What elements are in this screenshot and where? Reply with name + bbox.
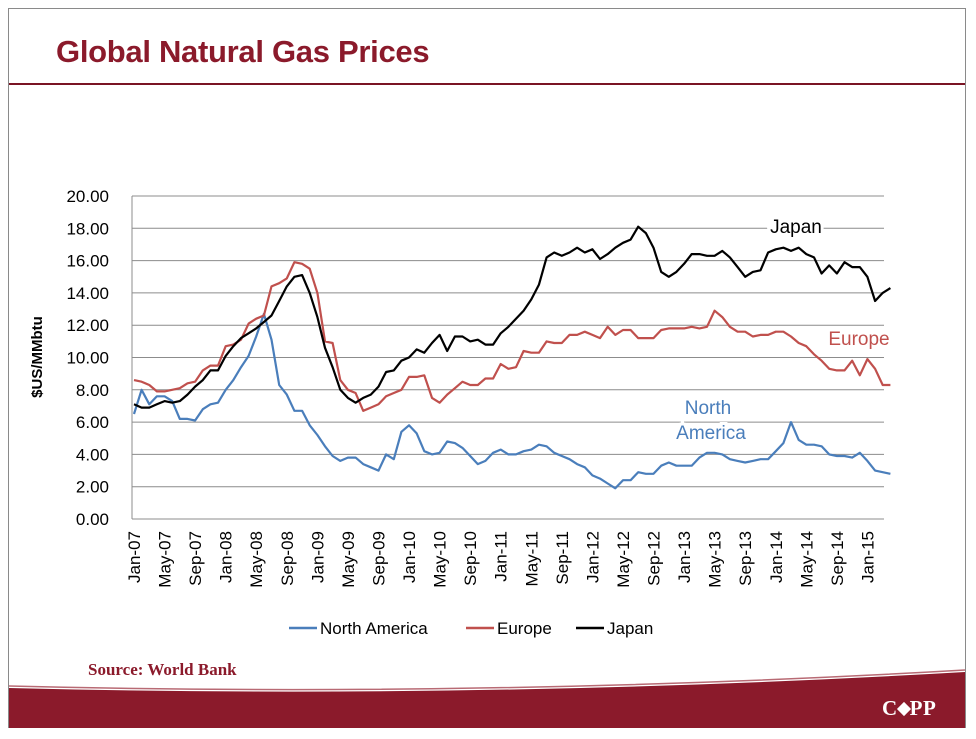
y-axis-ticks: 0.00 2.00 4.00 6.00 8.00 10.00 12.00 14.00 16.00… <box>66 187 109 529</box>
title-divider <box>9 83 965 85</box>
x-tick-label: Jan-12 <box>583 531 602 583</box>
x-tick-label: Jan-09 <box>308 531 327 583</box>
x-tick-label: May-11 <box>522 531 541 586</box>
y-tick-label: 2.00 <box>76 478 109 497</box>
series-annotations: Japan Europe North America <box>673 214 892 447</box>
x-tick-label: Sep-13 <box>736 531 755 586</box>
y-tick-label: 10.00 <box>66 349 109 368</box>
annotation-japan: Japan <box>767 214 825 241</box>
y-tick-label: 14.00 <box>66 284 109 303</box>
legend-label: Japan <box>607 619 653 638</box>
x-axis-ticks: Jan-07 May-07 Sep-07 Jan-08 May-08 Sep-08 Jan-… <box>125 531 877 588</box>
y-tick-label: 20.00 <box>66 187 109 206</box>
series-line-japan <box>133 225 891 409</box>
x-tick-label: Jan-15 <box>858 531 877 583</box>
series-lines <box>132 225 891 490</box>
x-tick-label: May-13 <box>706 531 725 588</box>
maple-leaf-icon <box>896 701 911 717</box>
annotation-north-america: North America <box>673 395 749 447</box>
x-tick-label: Jan-10 <box>400 531 419 583</box>
x-tick-label: May-07 <box>156 531 175 588</box>
annotation-text: Europe <box>828 329 889 350</box>
series-line-europe <box>133 261 891 412</box>
legend-item: Japan <box>576 619 653 638</box>
x-tick-label: Sep-10 <box>461 531 480 586</box>
grid-lines <box>131 195 884 520</box>
x-tick-label: Sep-08 <box>278 531 297 586</box>
legend: North America Europe Japan <box>289 619 653 638</box>
capp-logo: C PP <box>882 696 937 720</box>
x-tick-label: Sep-11 <box>553 531 572 585</box>
x-tick-label: May-08 <box>247 531 266 588</box>
x-tick-label: Sep-09 <box>369 531 388 586</box>
x-tick-label: May-10 <box>431 531 450 588</box>
y-tick-label: 16.00 <box>66 252 109 271</box>
y-tick-label: 6.00 <box>76 413 109 432</box>
legend-item: North America <box>289 619 428 638</box>
page-title: Global Natural Gas Prices <box>56 34 430 69</box>
x-tick-label: Jan-07 <box>125 531 144 583</box>
y-tick-label: 18.00 <box>66 219 109 238</box>
x-tick-label: Jan-13 <box>675 531 694 583</box>
legend-label: Europe <box>497 619 552 638</box>
annotation-text: North <box>685 398 731 419</box>
y-tick-label: 4.00 <box>76 445 109 464</box>
x-tick-label: Sep-14 <box>828 531 847 586</box>
y-tick-label: 0.00 <box>76 510 109 529</box>
annotation-europe: Europe <box>825 326 892 353</box>
x-tick-label: May-09 <box>339 531 358 588</box>
legend-label: North America <box>320 619 428 638</box>
legend-item: Europe <box>466 619 552 638</box>
source-note: Source: World Bank <box>88 660 237 679</box>
annotation-text: America <box>676 423 746 444</box>
x-tick-label: Sep-12 <box>645 531 664 586</box>
y-axis-label: $US/MMbtu <box>29 316 46 398</box>
x-tick-label: Jan-14 <box>767 531 786 583</box>
x-tick-label: Jan-08 <box>217 531 236 583</box>
x-tick-label: Jan-11 <box>492 531 511 582</box>
y-tick-label: 8.00 <box>76 381 109 400</box>
slide-frame <box>8 8 966 728</box>
annotation-text: Japan <box>770 217 822 238</box>
x-tick-label: May-12 <box>614 531 633 588</box>
y-tick-label: 12.00 <box>66 316 109 335</box>
x-tick-label: Sep-07 <box>186 531 205 586</box>
x-tick-label: May-14 <box>797 531 816 588</box>
